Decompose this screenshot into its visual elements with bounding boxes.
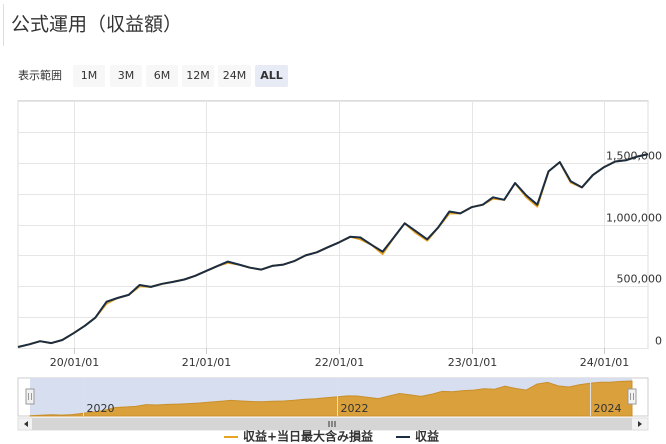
x-tick-label: 22/01/01 [315,356,364,369]
navigator-label: 2022 [341,402,369,415]
y-tick-label: 1,500,000 [606,150,662,163]
range-button[interactable]: ALL [255,65,288,87]
handle-grip [630,393,634,400]
scroll-grip [328,421,336,427]
y-tick-label: 500,000 [617,273,663,286]
range-button-bg [146,65,178,87]
legend: 収益+当日最大含み損益 収益 [224,429,439,444]
navigator-label: 2020 [87,402,115,415]
plot-frame [17,100,649,349]
range-button-label: 12M [186,69,210,82]
navigator-handle[interactable] [25,388,35,405]
x-tick-label: 23/01/01 [448,356,497,369]
range-button[interactable]: 12M [182,65,214,87]
legend-item[interactable]: 収益+当日最大含み損益 [224,429,373,444]
range-button-label: 24M [223,69,247,82]
navigator-handle[interactable] [627,388,637,405]
navigator: 2020 2022 2024 [17,377,649,417]
range-button-bg [110,65,142,87]
x-tick-label: 21/01/01 [182,356,231,369]
series-line [17,153,649,348]
range-button-bg [218,65,251,87]
range-button-label: ALL [260,69,283,82]
range-button[interactable]: 6M [146,65,178,87]
y-tick-label: 1,000,000 [606,212,662,225]
y-tick-label: 0 [655,335,662,348]
range-button-bg [255,65,288,87]
legend-item[interactable]: 収益 [396,429,439,444]
grid: 0 500,000 1,000,000 1,500,000 20/01/01 21/01/… [18,101,662,369]
scroll-left[interactable] [24,421,28,427]
chart-title: 公式運用（収益額） [11,14,182,36]
range-buttons: 1M 3M 6M 12M 24M ALL [73,65,288,87]
plot [17,153,649,348]
handle-grip [28,393,32,400]
scrollbar[interactable] [17,417,649,431]
series-line [17,153,649,348]
range-button-label: 6M [154,69,171,82]
range-button-bg [182,65,214,87]
range-button[interactable]: 24M [218,65,251,87]
range-button-bg [73,65,105,87]
legend-label: 収益+当日最大含み損益 [243,429,373,444]
navigator-area [29,380,633,417]
scroll-right[interactable] [638,421,642,427]
range-button-label: 1M [81,69,98,82]
x-tick-label: 24/01/01 [580,356,629,369]
navigator-label: 2024 [594,402,622,415]
legend-label: 収益 [415,429,439,444]
range-label: 表示範囲 [18,68,62,82]
x-tick-label: 20/01/01 [50,356,99,369]
range-button-label: 3M [118,69,135,82]
range-button[interactable]: 3M [110,65,142,87]
range-button[interactable]: 1M [73,65,105,87]
